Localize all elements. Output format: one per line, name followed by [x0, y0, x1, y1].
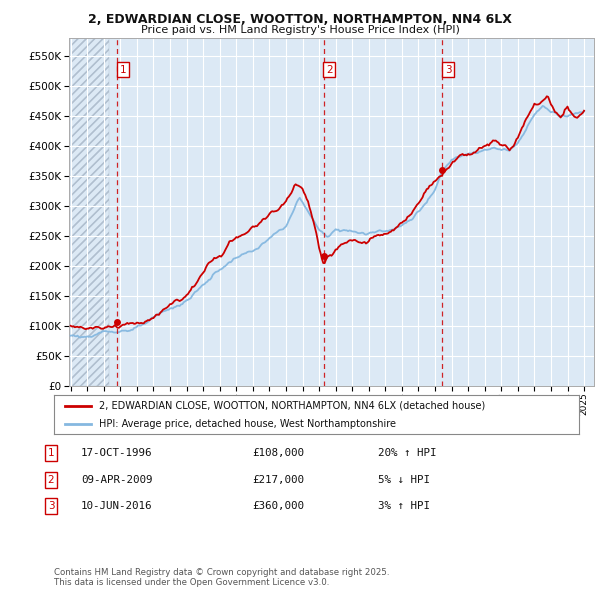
Text: 3% ↑ HPI: 3% ↑ HPI	[378, 502, 430, 511]
Text: 2: 2	[47, 475, 55, 484]
Text: Price paid vs. HM Land Registry's House Price Index (HPI): Price paid vs. HM Land Registry's House …	[140, 25, 460, 35]
Text: 09-APR-2009: 09-APR-2009	[81, 475, 152, 484]
Text: Contains HM Land Registry data © Crown copyright and database right 2025.
This d: Contains HM Land Registry data © Crown c…	[54, 568, 389, 587]
Text: 2, EDWARDIAN CLOSE, WOOTTON, NORTHAMPTON, NN4 6LX: 2, EDWARDIAN CLOSE, WOOTTON, NORTHAMPTON…	[88, 13, 512, 26]
Text: 17-OCT-1996: 17-OCT-1996	[81, 448, 152, 458]
Text: 10-JUN-2016: 10-JUN-2016	[81, 502, 152, 511]
Text: £108,000: £108,000	[252, 448, 304, 458]
Text: 2: 2	[326, 64, 332, 74]
Text: £360,000: £360,000	[252, 502, 304, 511]
Text: £217,000: £217,000	[252, 475, 304, 484]
Text: 20% ↑ HPI: 20% ↑ HPI	[378, 448, 437, 458]
Text: 1: 1	[47, 448, 55, 458]
Text: HPI: Average price, detached house, West Northamptonshire: HPI: Average price, detached house, West…	[98, 419, 395, 429]
Text: 3: 3	[47, 502, 55, 511]
Text: 5% ↓ HPI: 5% ↓ HPI	[378, 475, 430, 484]
Text: 1: 1	[119, 64, 126, 74]
Text: 2, EDWARDIAN CLOSE, WOOTTON, NORTHAMPTON, NN4 6LX (detached house): 2, EDWARDIAN CLOSE, WOOTTON, NORTHAMPTON…	[98, 401, 485, 411]
Text: 3: 3	[445, 64, 451, 74]
